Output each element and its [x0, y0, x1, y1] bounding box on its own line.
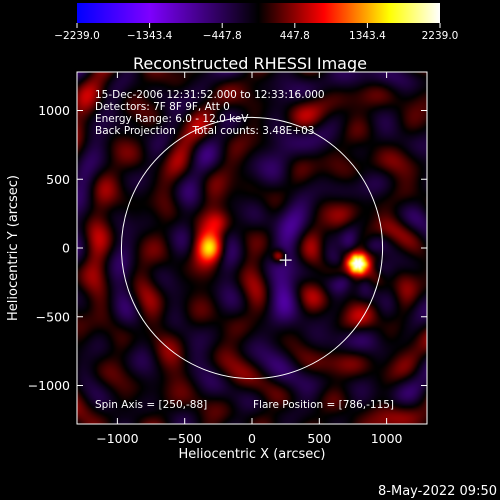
colorbar-tick-label: −2239.0: [54, 30, 100, 42]
colorbar-tick-label: 447.8: [280, 30, 310, 42]
y-tick-label: 500: [46, 172, 70, 187]
x-tick-label: 500: [307, 431, 331, 446]
spin-axis-marker: [279, 254, 292, 267]
spin-axis-label: Spin Axis = [250,-88]: [95, 399, 207, 411]
y-tick-label: −1000: [28, 378, 70, 393]
chart-title: Reconstructed RHESSI Image: [133, 54, 367, 73]
colorbar-tick-label: −447.8: [203, 30, 242, 42]
colorbar: [77, 3, 440, 23]
y-axis: −1000 −500 0 500 1000: [28, 103, 427, 393]
y-tick-label: −500: [36, 309, 70, 324]
annotation-energy-range: Energy Range: 6.0 - 12.0 keV: [95, 113, 249, 125]
x-tick-label: 1000: [371, 431, 403, 446]
x-tick-label: −500: [168, 431, 202, 446]
annotation-detectors: Detectors: 7F 8F 9F, Att 0: [95, 101, 230, 113]
colorbar-tick-label: −1343.4: [127, 30, 173, 42]
y-tick-label: 0: [62, 241, 70, 256]
heatmap-image: [77, 72, 427, 424]
footer-timestamp: 8-May-2022 09:50: [378, 484, 497, 499]
colorbar-tick-label: 1343.4: [349, 30, 386, 42]
y-tick-label: 1000: [38, 103, 70, 118]
x-axis-label: Heliocentric X (arcsec): [179, 447, 326, 462]
y-axis-label: Heliocentric Y (arcsec): [6, 175, 21, 321]
x-axis: −1000 −500 0 500 1000: [96, 72, 403, 446]
solar-limb-circle: [120, 116, 384, 380]
annotation-time-range: 15-Dec-2006 12:31:52.000 to 12:33:16.000: [95, 89, 325, 101]
x-tick-label: 0: [248, 431, 256, 446]
image-area: [77, 72, 427, 424]
flare-position-label: Flare Position = [786,-115]: [253, 399, 394, 411]
colorbar-tick-label: 2239.0: [422, 30, 459, 42]
colorbar-ticks: −2239.0 −1343.4 −447.8 447.8 1343.4 2239.0: [54, 23, 458, 42]
x-tick-label: −1000: [96, 431, 138, 446]
annotation-method-counts: Back Projection Total counts: 3.48E+03: [95, 125, 314, 137]
